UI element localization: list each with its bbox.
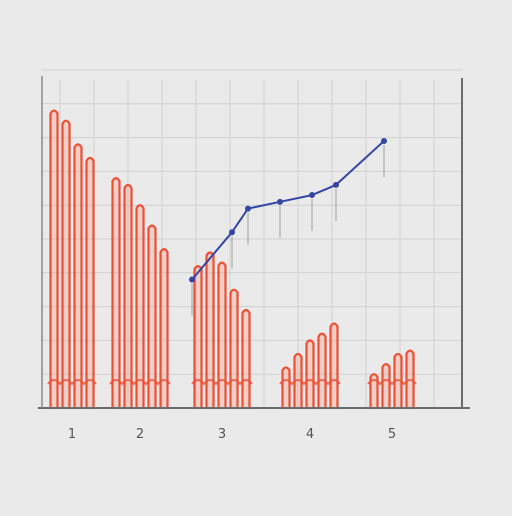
bar-fill bbox=[86, 157, 94, 408]
bar bbox=[393, 352, 403, 410]
bar-fill bbox=[230, 289, 238, 408]
bar-group-base-accent bbox=[109, 379, 171, 386]
bar bbox=[305, 339, 315, 410]
bar-fill bbox=[282, 367, 290, 408]
bar bbox=[73, 143, 83, 410]
bar-group-base-accent bbox=[191, 379, 253, 386]
bar bbox=[135, 204, 145, 410]
category-label: 5 bbox=[388, 427, 396, 442]
category-label: 2 bbox=[136, 427, 144, 442]
category-label: 3 bbox=[218, 427, 226, 442]
bar-group-base-accent bbox=[367, 379, 417, 386]
bar bbox=[61, 119, 71, 410]
bar-fill bbox=[50, 110, 58, 408]
category-labels: 1 2 3 4 5 bbox=[68, 427, 396, 442]
bar bbox=[381, 362, 391, 410]
bar-fill bbox=[124, 184, 132, 408]
bar bbox=[293, 352, 303, 410]
bar-fill bbox=[74, 144, 82, 409]
category-label: 4 bbox=[306, 427, 314, 442]
bar bbox=[123, 183, 133, 410]
bar-group-base-accent bbox=[279, 379, 341, 386]
bar-fill bbox=[194, 266, 202, 408]
bar bbox=[405, 349, 415, 410]
bar bbox=[159, 248, 169, 410]
bar bbox=[85, 156, 95, 410]
bar-fill bbox=[370, 374, 378, 408]
line-point bbox=[189, 276, 195, 283]
bar-fill bbox=[306, 340, 314, 408]
line-series bbox=[189, 137, 387, 316]
bar-fill bbox=[160, 249, 168, 408]
line-point bbox=[245, 205, 251, 212]
line-point bbox=[277, 198, 283, 205]
bar-fill bbox=[62, 120, 70, 408]
bar bbox=[241, 308, 251, 410]
bar-fill bbox=[148, 225, 156, 408]
line-point bbox=[381, 137, 387, 144]
line-point bbox=[309, 192, 315, 199]
bar bbox=[229, 288, 239, 410]
axes bbox=[38, 76, 470, 409]
bar-fill bbox=[382, 364, 390, 408]
bar-fill bbox=[112, 178, 120, 408]
bar bbox=[147, 224, 157, 410]
bar-fill bbox=[136, 205, 144, 408]
category-label: 1 bbox=[68, 427, 76, 442]
bar bbox=[111, 177, 121, 410]
bar bbox=[317, 332, 327, 410]
bar bbox=[281, 366, 291, 410]
bar-fill bbox=[218, 262, 226, 408]
bar bbox=[217, 261, 227, 410]
bar bbox=[49, 109, 59, 410]
bar-fill bbox=[330, 323, 338, 408]
bars bbox=[47, 109, 417, 410]
bar-fill bbox=[242, 309, 250, 408]
bar-fill bbox=[206, 252, 214, 408]
bar-fill bbox=[318, 333, 326, 408]
line-point bbox=[333, 181, 339, 188]
line-point bbox=[229, 229, 235, 236]
bar bbox=[369, 373, 379, 410]
bar bbox=[329, 322, 339, 410]
bar-group-base-accent bbox=[47, 379, 97, 386]
